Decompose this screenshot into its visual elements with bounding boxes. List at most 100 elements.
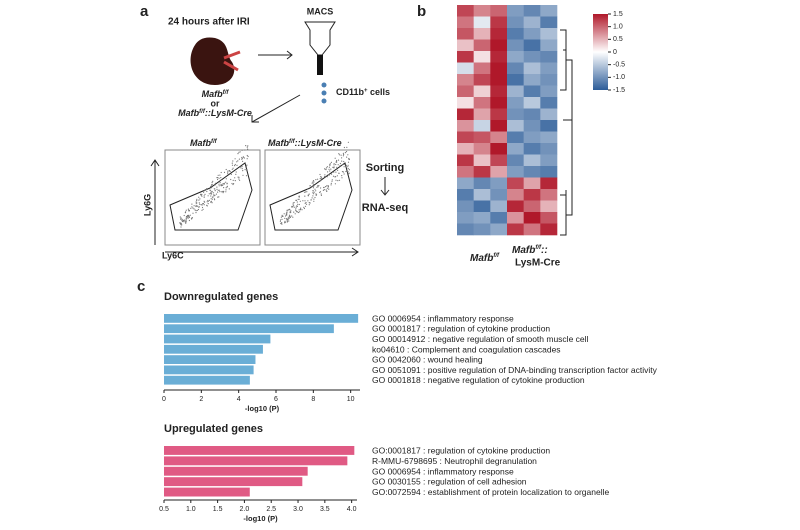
- event: [181, 220, 184, 223]
- event: [293, 211, 295, 213]
- heat-cell: [523, 28, 541, 40]
- event: [219, 174, 221, 176]
- event: [237, 160, 239, 162]
- event: [286, 218, 288, 220]
- column-tip: [317, 55, 323, 75]
- event: [311, 182, 313, 184]
- event: [238, 178, 240, 180]
- event: [292, 202, 294, 204]
- event: [319, 173, 321, 176]
- event: [244, 169, 246, 171]
- term-label: GO 0001817 : regulation of cytokine prod…: [372, 324, 550, 334]
- event: [341, 175, 343, 177]
- event: [312, 185, 314, 187]
- heat-cell: [473, 131, 491, 144]
- event: [334, 157, 336, 159]
- y-axis: Ly6G: [142, 194, 152, 216]
- event: [180, 222, 182, 224]
- event: [239, 179, 241, 181]
- heat-cell: [540, 97, 558, 109]
- event: [319, 191, 321, 193]
- heat-cell: [457, 85, 474, 98]
- event: [312, 180, 315, 182]
- event: [325, 169, 327, 171]
- event: [244, 149, 246, 151]
- event: [207, 203, 209, 205]
- event: [332, 175, 335, 177]
- event: [185, 209, 187, 211]
- event: [344, 152, 346, 154]
- heat-cell: [540, 16, 558, 29]
- event: [237, 153, 239, 155]
- heat-cell: [540, 120, 558, 132]
- heat-cell: [457, 212, 474, 224]
- event: [180, 226, 182, 228]
- y-arrow: [150, 159, 160, 245]
- event: [225, 168, 227, 171]
- event: [347, 173, 350, 175]
- event: [208, 193, 210, 195]
- event: [288, 220, 290, 222]
- event: [195, 204, 197, 206]
- event: [231, 168, 233, 170]
- heat-cell: [540, 223, 558, 236]
- arrow: [258, 50, 293, 60]
- event: [201, 204, 203, 206]
- heat-cell: [523, 5, 541, 17]
- event: [343, 154, 345, 156]
- heat-cell: [473, 177, 491, 190]
- event: [328, 168, 330, 170]
- event: [291, 205, 293, 208]
- event: [183, 221, 185, 223]
- event: [242, 160, 244, 162]
- event: [299, 208, 301, 210]
- event: [210, 198, 212, 200]
- event: [295, 206, 297, 208]
- heat-cell: [457, 131, 474, 144]
- plot-title: Mafbf/f::LysM-Cre: [268, 138, 342, 148]
- event: [347, 164, 349, 166]
- event: [304, 200, 306, 202]
- heat-cell: [507, 39, 524, 52]
- event: [220, 179, 222, 181]
- bar: [164, 487, 250, 497]
- bar: [164, 344, 263, 354]
- event: [194, 209, 196, 211]
- event: [210, 185, 212, 188]
- event: [223, 171, 226, 173]
- event: [217, 196, 219, 198]
- event: [337, 159, 340, 161]
- heat-cell: [457, 5, 474, 17]
- genotype: Mafbf/f: [202, 89, 230, 99]
- heat-cell: [457, 39, 474, 52]
- event: [298, 203, 300, 206]
- heat-cell: [507, 16, 524, 29]
- event: [329, 164, 331, 167]
- event: [231, 164, 234, 166]
- event: [195, 205, 197, 208]
- term-label: ko04610 : Complement and coagulation cas…: [372, 344, 561, 354]
- heat-cell: [490, 62, 508, 75]
- event: [345, 170, 347, 173]
- event: [345, 151, 348, 153]
- heat-cell: [507, 143, 524, 155]
- heat-cell: [473, 85, 491, 98]
- event: [232, 160, 234, 162]
- heat-cell: [523, 189, 541, 201]
- heat-cell: [523, 223, 541, 236]
- term-label: GO 0051091 : positive regulation of DNA-…: [372, 365, 658, 375]
- x-axis-label: -log10 (P): [243, 514, 278, 523]
- heat-cell: [490, 85, 508, 98]
- event: [335, 171, 337, 173]
- heat-cell: [457, 120, 474, 132]
- event: [239, 151, 241, 153]
- bar: [164, 456, 348, 466]
- event: [205, 188, 207, 190]
- event: [209, 189, 211, 191]
- bar: [164, 355, 256, 364]
- event: [180, 218, 182, 220]
- event: [217, 178, 219, 181]
- event: [227, 171, 229, 173]
- event: [210, 193, 212, 195]
- heatmap: [457, 5, 558, 236]
